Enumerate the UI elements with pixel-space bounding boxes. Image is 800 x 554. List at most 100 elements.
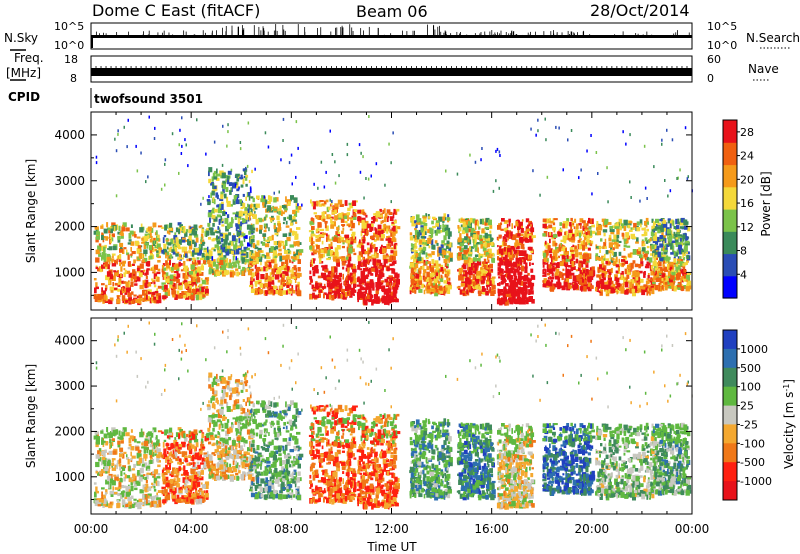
power-cell (616, 225, 620, 230)
power-cell (552, 265, 555, 270)
power-cell (214, 208, 218, 213)
power-cell (254, 263, 257, 269)
power-cell (461, 290, 467, 293)
power-cell (146, 282, 152, 287)
power-cell (253, 254, 257, 261)
freq-unit: [MHz] (6, 66, 41, 80)
power-cell (271, 276, 275, 279)
power-cell (239, 240, 243, 246)
power-cell (530, 268, 534, 273)
power-cell (431, 220, 434, 225)
power-cell (517, 295, 521, 299)
power-cell (345, 256, 349, 260)
power-cell (261, 195, 265, 200)
power-cell (222, 270, 224, 273)
power-cell (393, 220, 397, 224)
power-cell (419, 275, 423, 282)
power-cell (240, 174, 243, 178)
power-cell (174, 232, 177, 236)
power-cell (245, 183, 248, 187)
freq-trace-ticks (90, 66, 688, 68)
power-cell (366, 230, 369, 235)
power-cell (467, 284, 471, 289)
power-cell (147, 234, 150, 239)
power-cell (569, 284, 572, 290)
power-cell (582, 260, 586, 265)
power-cell (339, 256, 343, 260)
power-cell (284, 244, 286, 251)
power-cell (611, 257, 615, 261)
power-cell (255, 203, 260, 208)
power-cell (349, 244, 353, 248)
power-cell (96, 231, 100, 236)
power-cell (198, 285, 200, 288)
power-cell (149, 292, 152, 295)
power-cell (465, 227, 469, 233)
power-cell (375, 228, 378, 235)
power-cell (244, 258, 249, 263)
power-cell (200, 257, 204, 261)
power-cell (488, 248, 492, 253)
power-cell (498, 282, 501, 287)
power-cell (334, 247, 339, 253)
power-cell (589, 218, 593, 224)
power-cell (364, 220, 369, 225)
power-cell (312, 245, 315, 252)
power-cell (202, 257, 206, 260)
power-cell (620, 274, 624, 281)
power-cell (411, 249, 415, 252)
power-cell (626, 270, 631, 275)
power-cell (334, 294, 337, 297)
power-cell (205, 229, 210, 236)
power-cell (236, 177, 240, 182)
power-cell (366, 242, 370, 246)
power-cell (285, 196, 287, 203)
power-cell (564, 234, 568, 238)
power-cell (334, 286, 339, 291)
power-cell (583, 234, 588, 241)
power-cell (263, 266, 267, 272)
power-cell (277, 252, 282, 256)
power-cell (481, 286, 485, 290)
power-cell (604, 284, 609, 290)
power-cell (251, 169, 253, 174)
power-cell (656, 263, 659, 270)
power-cell (646, 245, 650, 249)
power-cell (260, 261, 262, 266)
power-cell (177, 273, 181, 278)
power-cell (172, 275, 176, 281)
power-cell (587, 247, 591, 251)
power-cell (474, 270, 477, 275)
power-cell (647, 239, 651, 243)
power-cell (164, 284, 168, 291)
power-cell (482, 241, 487, 244)
power-cell (105, 236, 109, 241)
power-cell (624, 260, 628, 264)
power-cell (93, 230, 98, 235)
power-cell (183, 260, 186, 267)
power-cell (372, 299, 377, 304)
power-cell (423, 269, 427, 274)
power-cell (529, 296, 533, 301)
power-cell (510, 275, 513, 280)
power-cell (287, 265, 290, 271)
power-cell (346, 240, 351, 244)
power-cell (572, 223, 575, 226)
power-cell (428, 236, 431, 240)
power-cell (504, 289, 508, 294)
power-cell (204, 288, 209, 295)
power-cell (348, 225, 351, 228)
power-cell (460, 257, 465, 260)
power-cell (347, 275, 352, 281)
power-cell (529, 290, 534, 295)
power-cell (378, 271, 383, 276)
power-cell (326, 233, 328, 237)
power-cell (317, 250, 321, 255)
power-cell (237, 245, 241, 249)
power-cell (522, 239, 525, 242)
power-cell (369, 244, 372, 249)
power-cell (587, 230, 591, 237)
power-cell (383, 263, 386, 268)
power-cell (443, 213, 447, 218)
power-cell (194, 252, 198, 255)
